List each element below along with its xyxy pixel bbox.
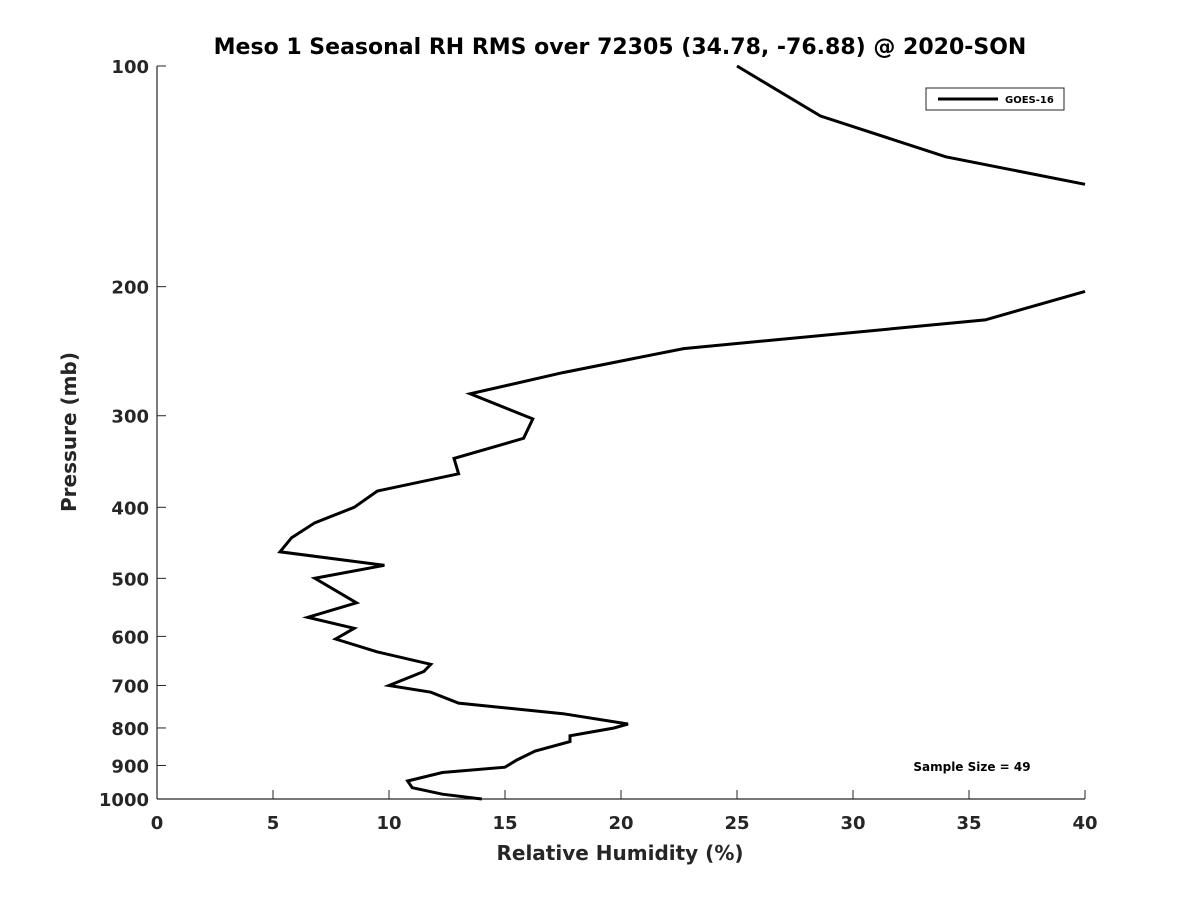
- y-tick-label: 100: [111, 57, 149, 78]
- x-axis-label: Relative Humidity (%): [496, 841, 743, 865]
- x-tick-label: 25: [724, 813, 749, 834]
- y-tick-label: 500: [111, 569, 149, 590]
- y-axis-ticks: 100 200 300 400 500 600 700 800 900 1000: [99, 57, 166, 811]
- series-line-goes16-1: [736, 64, 1086, 186]
- y-tick-label: 300: [111, 407, 149, 428]
- x-tick-label: 40: [1072, 813, 1097, 834]
- y-tick-label: 800: [111, 719, 149, 740]
- series-line-goes16-0: [277, 289, 1086, 801]
- legend-label-goes16: GOES-16: [1005, 95, 1054, 106]
- x-tick-label: 20: [608, 813, 633, 834]
- x-tick-label: 35: [956, 813, 981, 834]
- y-tick-label: 700: [111, 676, 149, 697]
- legend: GOES-16: [925, 87, 1065, 111]
- y-tick-label: 1000: [99, 790, 149, 811]
- plot-area: [157, 66, 1085, 799]
- x-tick-label: 0: [151, 813, 164, 834]
- x-tick-label: 5: [267, 813, 280, 834]
- y-tick-label: 900: [111, 756, 149, 777]
- x-tick-label: 30: [840, 813, 865, 834]
- sample-size-annotation: Sample Size = 49: [913, 760, 1030, 774]
- y-tick-label: 600: [111, 627, 149, 648]
- x-tick-label: 15: [492, 813, 517, 834]
- y-tick-label: 400: [111, 498, 149, 519]
- chart-title: Meso 1 Seasonal RH RMS over 72305 (34.78…: [214, 35, 1027, 60]
- y-tick-label: 200: [111, 278, 149, 299]
- y-axis-label: Pressure (mb): [57, 352, 81, 512]
- series-layer: [277, 64, 1086, 801]
- x-axis-ticks: 0 5 10 15 20 25 30 35 40: [151, 790, 1098, 834]
- x-tick-label: 10: [376, 813, 401, 834]
